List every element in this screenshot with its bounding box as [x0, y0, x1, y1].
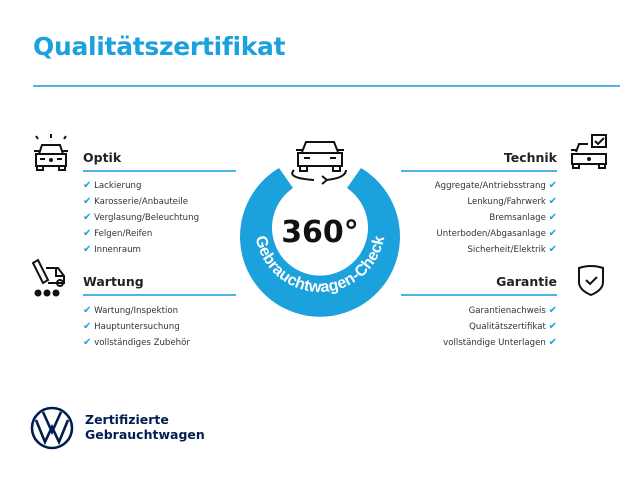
list-item: Sicherheit/Elektrik ✔: [467, 244, 557, 255]
list-item: ✔ Innenraum: [83, 244, 141, 255]
brand-line-2: Gebrauchtwagen: [85, 427, 205, 442]
list-item: ✔ vollständiges Zubehör: [83, 337, 190, 348]
list-item: Unterboden/Abgasanlage ✔: [436, 228, 558, 239]
check-icon: ✔: [548, 244, 557, 255]
car-rotate-icon: [291, 141, 347, 185]
vw-logo: [30, 406, 74, 450]
list-item: Aggregate/Antriebsstrang ✔: [434, 180, 557, 191]
list-item: Qualitätszertifikat ✔: [469, 321, 557, 332]
list-item: Bremsanlage ✔: [489, 212, 557, 223]
check-icon: ✔: [548, 305, 557, 316]
check-icon: ✔: [548, 228, 557, 239]
title-divider: [33, 85, 620, 87]
technik-divider: [401, 170, 557, 172]
section-heading-wartung: Wartung: [83, 274, 144, 289]
list-item: Garantienachweis ✔: [468, 305, 557, 316]
optik-divider: [83, 170, 236, 172]
list-item: ✔ Felgen/Reifen: [83, 228, 153, 239]
check-icon: ✔: [548, 180, 557, 191]
check-icon: ✔: [83, 212, 92, 223]
garantie-list: Garantienachweis ✔ Qualitätszertifikat ✔…: [443, 303, 557, 351]
section-heading-technik: Technik: [503, 150, 557, 165]
brand-line-1: Zertifizierte: [85, 412, 169, 427]
list-item: Lenkung/Fahrwerk ✔: [467, 196, 557, 207]
check-icon: ✔: [83, 337, 92, 348]
list-item: ✔ Wartung/Inspektion: [83, 305, 179, 316]
car-checkbox-icon: [571, 134, 607, 169]
check-icon: ✔: [83, 228, 92, 239]
list-item: ✔ Karosserie/Anbauteile: [83, 196, 189, 207]
car-lights-icon: [34, 134, 68, 171]
check-icon: ✔: [83, 196, 92, 207]
check-icon: ✔: [83, 305, 92, 316]
optik-list: ✔ Lackierung ✔ Karosserie/Anbauteile ✔ V…: [83, 178, 199, 258]
check-icon: ✔: [548, 212, 557, 223]
wartung-list: ✔ Wartung/Inspektion ✔ Hauptuntersuchung…: [83, 303, 190, 351]
check-icon: ✔: [83, 244, 92, 255]
check-icon: ✔: [548, 337, 557, 348]
wartung-divider: [83, 294, 236, 296]
list-item: ✔ Hauptuntersuchung: [83, 321, 180, 332]
list-item: ✔ Lackierung: [83, 180, 142, 191]
garantie-divider: [401, 294, 557, 296]
section-heading-optik: Optik: [83, 150, 122, 165]
technik-list: Aggregate/Antriebsstrang ✔ Lenkung/Fahrw…: [435, 178, 557, 258]
service-tools-icon: [31, 258, 65, 297]
list-item: ✔ Verglasung/Beleuchtung: [83, 212, 200, 223]
ring-shape: [240, 168, 400, 317]
360-check-badge: Gebrauchtwagen-Check 360°: [240, 141, 400, 317]
check-icon: ✔: [83, 321, 92, 332]
section-heading-garantie: Garantie: [496, 274, 557, 289]
shield-check-icon: [578, 265, 604, 297]
check-icon: ✔: [548, 196, 557, 207]
360-label: 360°: [281, 215, 359, 250]
check-icon: ✔: [83, 180, 92, 191]
list-item: vollständige Unterlagen ✔: [443, 337, 557, 348]
check-icon: ✔: [548, 321, 557, 332]
page-title: Qualitätszertifikat: [33, 32, 286, 61]
